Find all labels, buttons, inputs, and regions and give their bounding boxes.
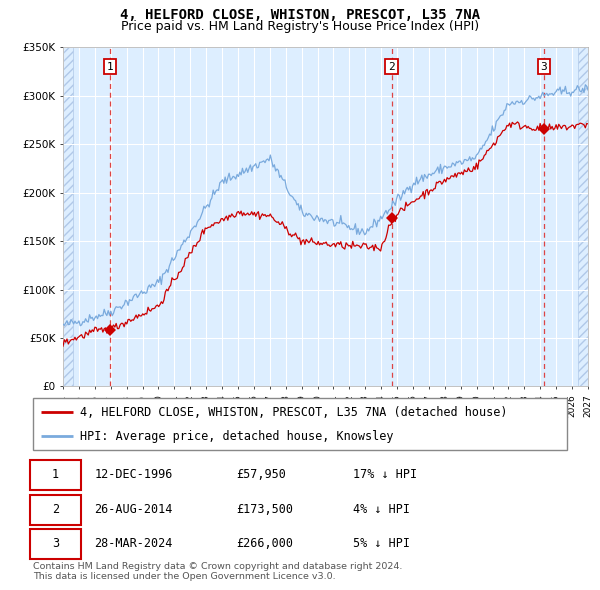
FancyBboxPatch shape: [33, 398, 567, 450]
Text: HPI: Average price, detached house, Knowsley: HPI: Average price, detached house, Know…: [80, 430, 394, 442]
Text: 2: 2: [52, 503, 59, 516]
Bar: [63, 47, 73, 386]
Text: 12-DEC-1996: 12-DEC-1996: [94, 468, 173, 481]
Text: 5% ↓ HPI: 5% ↓ HPI: [353, 536, 410, 550]
FancyBboxPatch shape: [31, 460, 81, 490]
Text: £173,500: £173,500: [236, 503, 293, 516]
Text: 4% ↓ HPI: 4% ↓ HPI: [353, 503, 410, 516]
Text: 26-AUG-2014: 26-AUG-2014: [94, 503, 173, 516]
Text: 1: 1: [52, 468, 59, 481]
FancyBboxPatch shape: [31, 494, 81, 525]
Text: 28-MAR-2024: 28-MAR-2024: [94, 536, 173, 550]
Text: 3: 3: [52, 536, 59, 550]
Text: £266,000: £266,000: [236, 536, 293, 550]
Text: Price paid vs. HM Land Registry's House Price Index (HPI): Price paid vs. HM Land Registry's House …: [121, 20, 479, 33]
Text: 4, HELFORD CLOSE, WHISTON, PRESCOT, L35 7NA (detached house): 4, HELFORD CLOSE, WHISTON, PRESCOT, L35 …: [80, 406, 508, 419]
Text: £57,950: £57,950: [236, 468, 286, 481]
Text: 4, HELFORD CLOSE, WHISTON, PRESCOT, L35 7NA: 4, HELFORD CLOSE, WHISTON, PRESCOT, L35 …: [120, 8, 480, 22]
Text: 3: 3: [541, 61, 547, 71]
FancyBboxPatch shape: [31, 529, 81, 559]
Bar: [578, 47, 595, 386]
Text: 1: 1: [107, 61, 113, 71]
Text: 2: 2: [388, 61, 395, 71]
Text: 17% ↓ HPI: 17% ↓ HPI: [353, 468, 418, 481]
Text: Contains HM Land Registry data © Crown copyright and database right 2024.
This d: Contains HM Land Registry data © Crown c…: [33, 562, 403, 581]
